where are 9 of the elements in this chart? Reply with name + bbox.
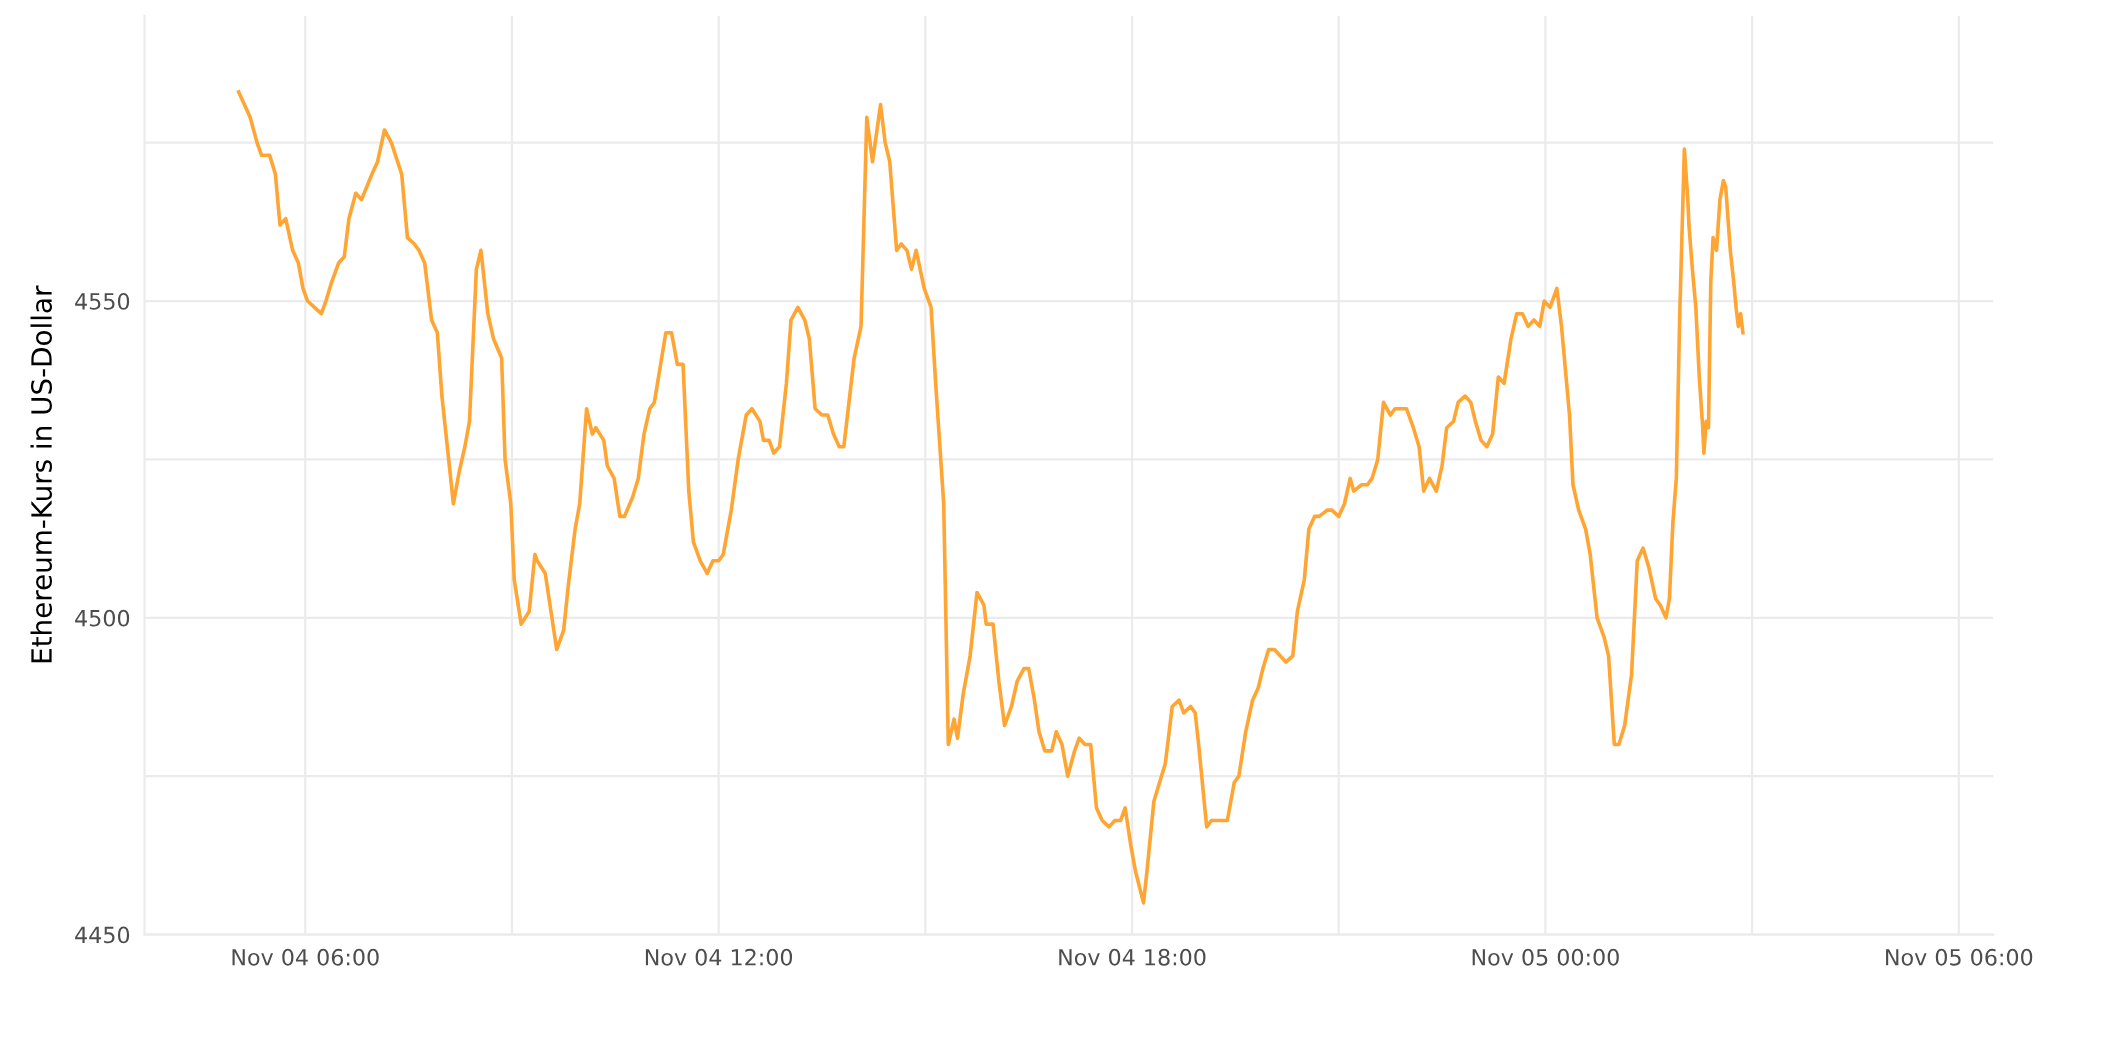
x-tick-label: Nov 04 06:00: [232, 948, 379, 966]
y-tick-label: 4500: [75, 609, 130, 627]
x-tick-label: Nov 05 00:00: [1472, 948, 1619, 966]
y-tick-label: 4550: [75, 292, 130, 310]
x-tick-label: Nov 04 12:00: [645, 948, 793, 966]
x-tick-label: Nov 05 06:00: [1886, 948, 2033, 966]
y-tick-label: 4450: [75, 926, 130, 944]
x-tick-label: Nov 04 18:00: [1059, 948, 1206, 966]
y-axis-title: Ethereum-Kurs in US-Dollar: [30, 285, 53, 663]
